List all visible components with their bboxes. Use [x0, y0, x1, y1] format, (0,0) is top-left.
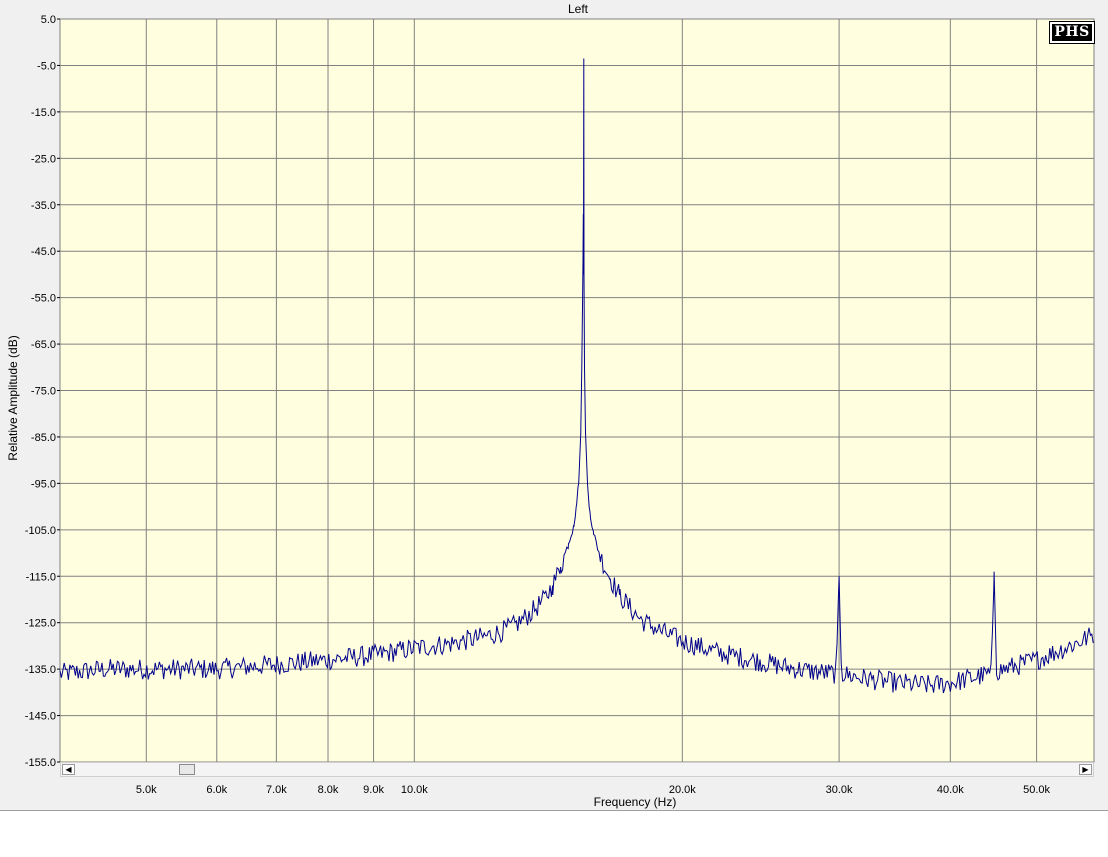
y-tick-label: -155.0 — [25, 757, 56, 769]
analyzer-window: Left 5.0 -5.0 -15.0 -25.0 -35.0 -45.0 -55.0 -65… — [0, 0, 1108, 811]
y-tick-label: -85.0 — [31, 432, 56, 444]
x-axis-ticks: 5.0k 6.0k 7.0k 8.0k 9.0k 10.0k 20.0k 30.0k 40.0k… — [136, 784, 1051, 796]
x-tick-label: 40.0k — [937, 784, 964, 796]
arrow-right-icon: ▶ — [1082, 765, 1089, 774]
y-tick-label: 5.0 — [41, 14, 56, 26]
y-tick-label: -25.0 — [31, 153, 56, 165]
scroll-thumb[interactable] — [179, 764, 195, 775]
horizontal-scrollbar[interactable]: ◀ ▶ — [60, 762, 1094, 777]
y-axis-ticks: 5.0 -5.0 -15.0 -25.0 -35.0 -45.0 -55.0 -65.0 -75… — [25, 14, 60, 769]
x-axis-label: Frequency (Hz) — [594, 795, 677, 809]
x-tick-label: 6.0k — [206, 784, 227, 796]
series-line — [59, 58, 1094, 694]
x-tick-label: 7.0k — [266, 784, 287, 796]
y-tick-label: -45.0 — [31, 246, 56, 258]
y-tick-label: -115.0 — [26, 571, 56, 583]
x-tick-label: 30.0k — [826, 784, 853, 796]
x-tick-label: 9.0k — [363, 784, 384, 796]
scroll-left-button[interactable]: ◀ — [62, 764, 75, 775]
phs-logo: PHS — [1049, 21, 1095, 44]
y-tick-label: -15.0 — [31, 107, 56, 119]
y-axis-label: Relative Amplitude (dB) — [6, 335, 20, 460]
y-tick-label: -145.0 — [25, 711, 56, 723]
y-tick-label: -105.0 — [25, 525, 56, 537]
spectrum-chart: Left 5.0 -5.0 -15.0 -25.0 -35.0 -45.0 -55.0 -65… — [6, 2, 1095, 809]
y-tick-label: -35.0 — [31, 200, 56, 212]
x-tick-label: 8.0k — [318, 784, 339, 796]
y-tick-label: -125.0 — [25, 618, 56, 630]
y-tick-label: -55.0 — [31, 293, 56, 305]
y-tick-label: -75.0 — [31, 386, 56, 398]
grid-lines — [60, 18, 1094, 763]
scroll-right-button[interactable]: ▶ — [1079, 764, 1092, 775]
y-tick-label: -95.0 — [31, 478, 56, 490]
x-tick-label: 20.0k — [669, 784, 696, 796]
y-tick-label: -135.0 — [25, 664, 56, 676]
x-tick-label: 10.0k — [401, 784, 428, 796]
y-tick-label: -65.0 — [31, 339, 56, 351]
x-tick-label: 5.0k — [136, 784, 157, 796]
arrow-left-icon: ◀ — [65, 765, 72, 774]
x-tick-label: 50.0k — [1023, 784, 1050, 796]
y-tick-label: -5.0 — [37, 60, 56, 72]
chart-title: Left — [568, 2, 589, 16]
